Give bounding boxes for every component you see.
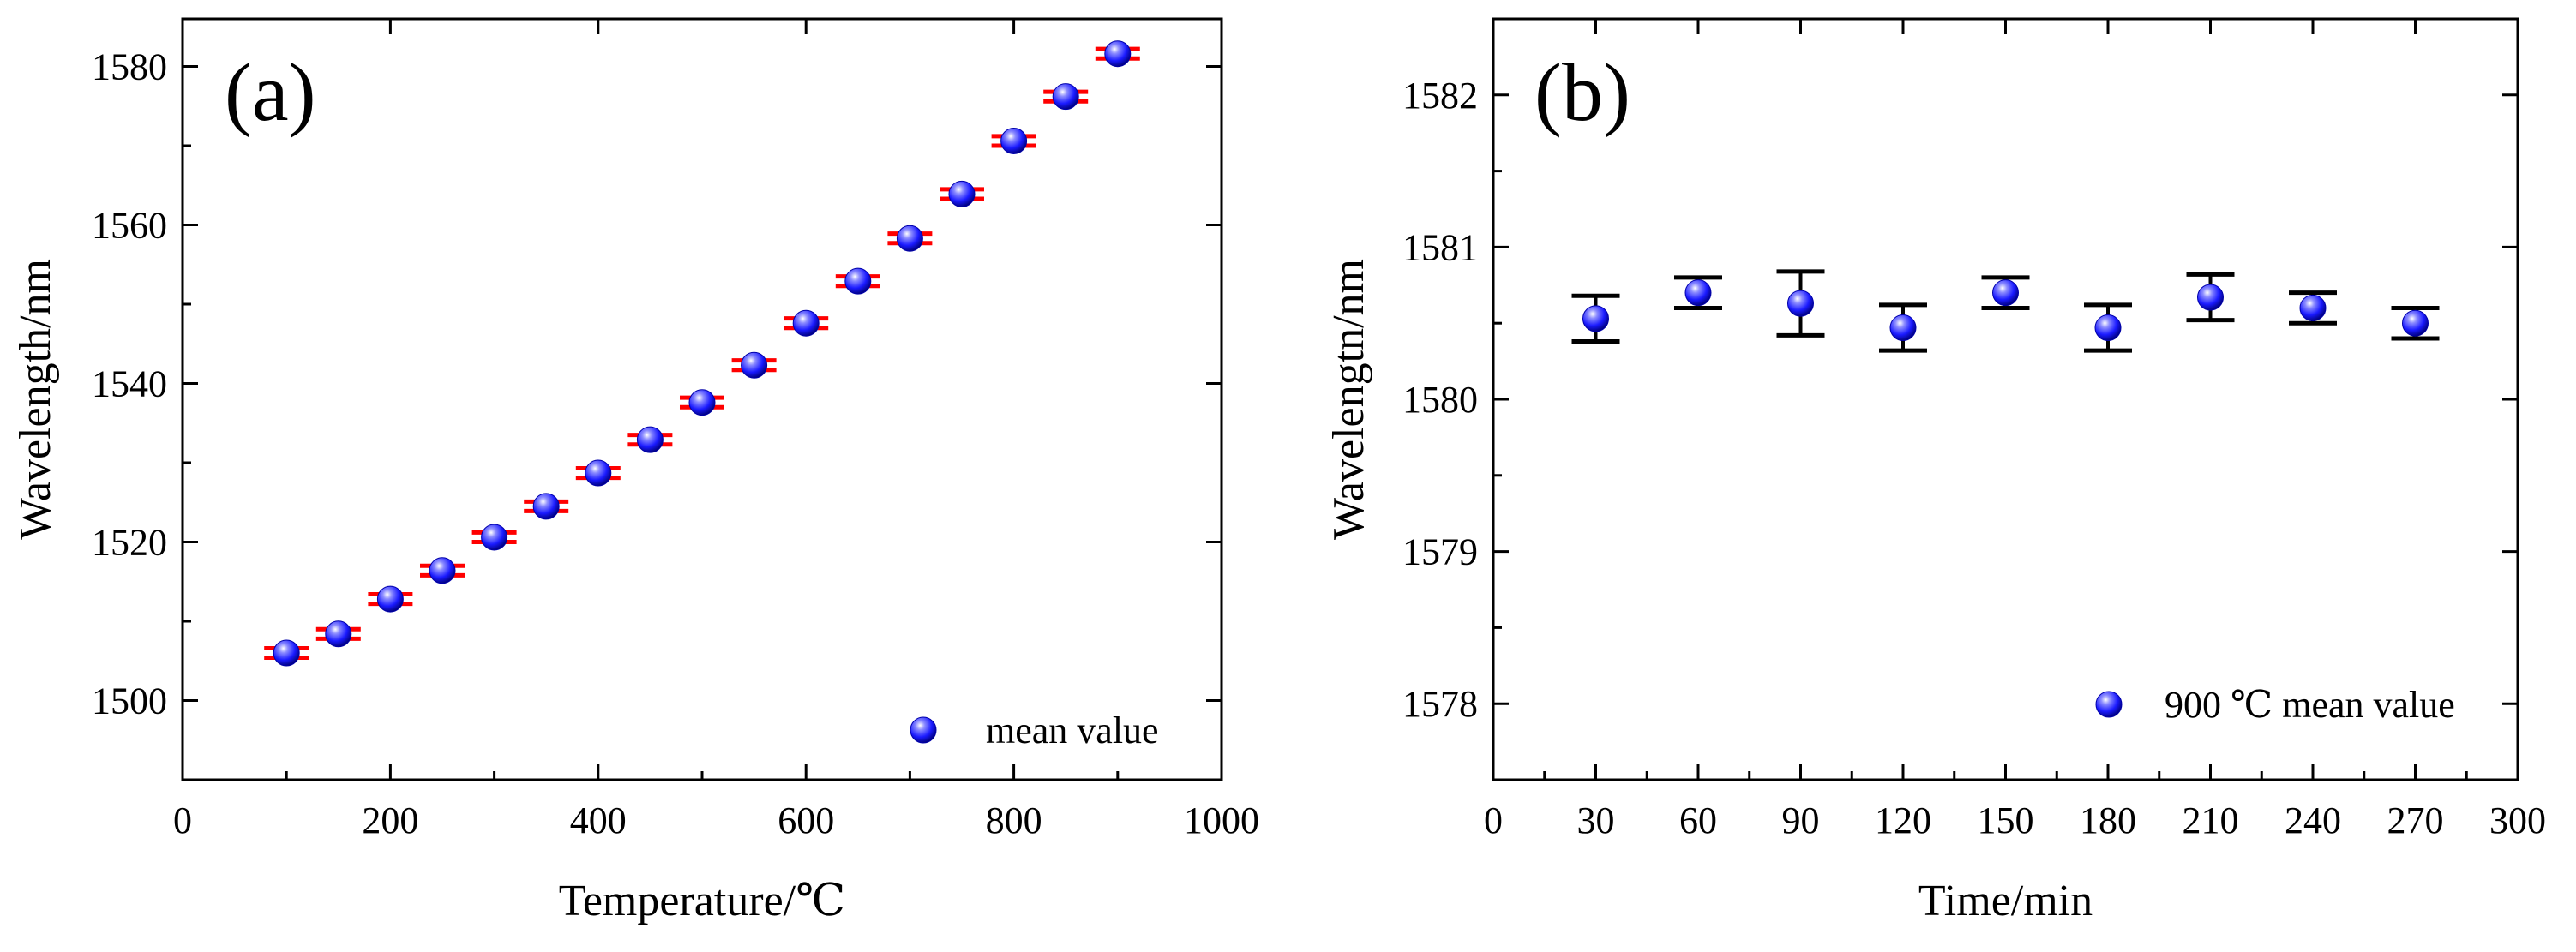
x-tick-label: 400 xyxy=(570,799,627,841)
data-point xyxy=(844,267,872,295)
panel-label: (b) xyxy=(1534,46,1630,138)
x-tick-label: 210 xyxy=(2183,799,2239,841)
x-tick-label: 120 xyxy=(1875,799,1931,841)
data-point xyxy=(2402,309,2429,337)
panel-label: (a) xyxy=(225,46,316,138)
y-tick-label: 1582 xyxy=(1402,75,1478,117)
data-point xyxy=(688,389,716,416)
y-tick-label: 1580 xyxy=(1402,379,1478,421)
data-point xyxy=(481,524,508,551)
data-point xyxy=(1104,40,1132,68)
data-point xyxy=(2197,284,2224,311)
x-tick-label: 800 xyxy=(986,799,1042,841)
data-point xyxy=(792,309,820,337)
data-point xyxy=(896,225,923,252)
x-tick-label: 240 xyxy=(2285,799,2341,841)
data-point xyxy=(585,459,612,487)
x-tick-label: 60 xyxy=(1679,799,1717,841)
legend-label: mean value xyxy=(986,710,1159,751)
data-point xyxy=(325,620,352,648)
y-tick-label: 1540 xyxy=(92,363,167,405)
x-tick-label: 0 xyxy=(173,799,192,841)
legend-marker xyxy=(2095,691,2123,718)
data-point xyxy=(273,639,300,667)
y-tick-label: 1579 xyxy=(1402,531,1478,573)
y-tick-label: 1578 xyxy=(1402,683,1478,725)
x-tick-label: 30 xyxy=(1577,799,1615,841)
data-point xyxy=(1000,127,1028,154)
x-tick-label: 200 xyxy=(362,799,418,841)
x-axis-title: Time/min xyxy=(1918,877,2093,925)
data-point xyxy=(636,426,664,453)
legend-label: 900 ℃ mean value xyxy=(2165,684,2455,726)
data-point xyxy=(1582,305,1609,332)
y-tick-label: 1580 xyxy=(92,46,167,88)
data-point xyxy=(948,180,976,207)
x-tick-label: 150 xyxy=(1978,799,2034,841)
x-tick-label: 1000 xyxy=(1184,799,1259,841)
x-axis-title: Temperature/℃ xyxy=(559,877,846,925)
x-tick-label: 90 xyxy=(1782,799,1820,841)
data-point xyxy=(1052,83,1079,111)
y-tick-label: 1500 xyxy=(92,680,167,722)
y-axis-title: Wavelengtn/nm xyxy=(1324,259,1373,540)
data-point xyxy=(1684,279,1712,307)
data-point xyxy=(2094,314,2122,342)
data-point xyxy=(532,493,560,520)
x-tick-label: 180 xyxy=(2080,799,2136,841)
data-point xyxy=(1787,290,1814,317)
x-tick-label: 0 xyxy=(1484,799,1503,841)
data-point xyxy=(1992,279,2019,307)
data-point xyxy=(376,585,404,613)
legend-marker xyxy=(910,716,937,744)
y-tick-label: 1581 xyxy=(1402,226,1478,268)
data-point xyxy=(2299,294,2327,321)
x-tick-label: 300 xyxy=(2489,799,2546,841)
y-tick-label: 1520 xyxy=(92,522,167,564)
y-axis-title: Wavelength/nm xyxy=(11,259,60,540)
data-point xyxy=(741,351,768,379)
data-point xyxy=(429,557,456,584)
panel-b: 0 30 60 90 120 150 180 210 240 270 300 1578 1579 1580… xyxy=(1324,17,2546,925)
plot-frame xyxy=(1492,17,2519,781)
x-tick-label: 600 xyxy=(778,799,834,841)
panel-a: 0 200 400 600 800 1000 1500 1520 1540 1560 1580 Tem… xyxy=(11,17,1259,925)
y-tick-label: 1560 xyxy=(92,205,167,247)
data-point xyxy=(1889,314,1917,342)
x-tick-label: 270 xyxy=(2387,799,2444,841)
